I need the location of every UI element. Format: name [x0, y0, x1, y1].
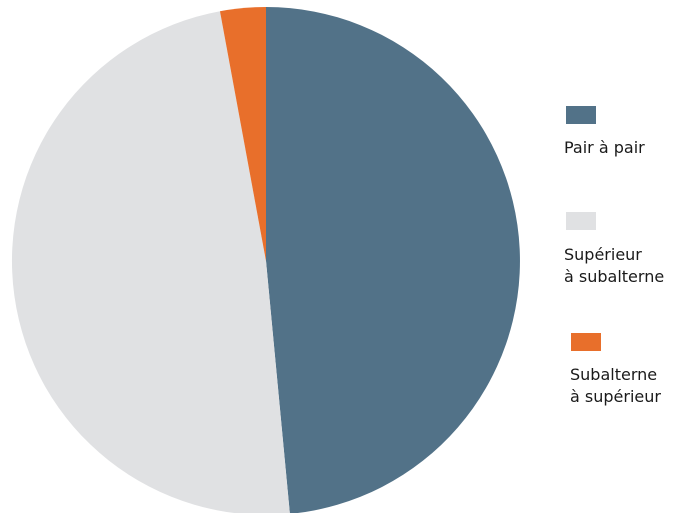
- legend-swatch-superieur-a-subalterne: [566, 212, 596, 230]
- legend-label-subalterne-a-superieur: Subalterne à supérieur: [570, 365, 661, 406]
- legend-swatch-subalterne-a-superieur: [571, 333, 601, 351]
- pie-slice-superieur-a-subalterne: [11, 11, 290, 513]
- pie-slice-subalterne-a-superieur: [219, 6, 266, 261]
- legend-label-pair-a-pair: Pair à pair: [564, 138, 645, 157]
- pie-slice-pair-a-pair: [266, 7, 520, 513]
- legend-swatch-pair-a-pair: [566, 106, 596, 124]
- legend-label-superieur-a-subalterne: Supérieur à subalterne: [564, 245, 665, 286]
